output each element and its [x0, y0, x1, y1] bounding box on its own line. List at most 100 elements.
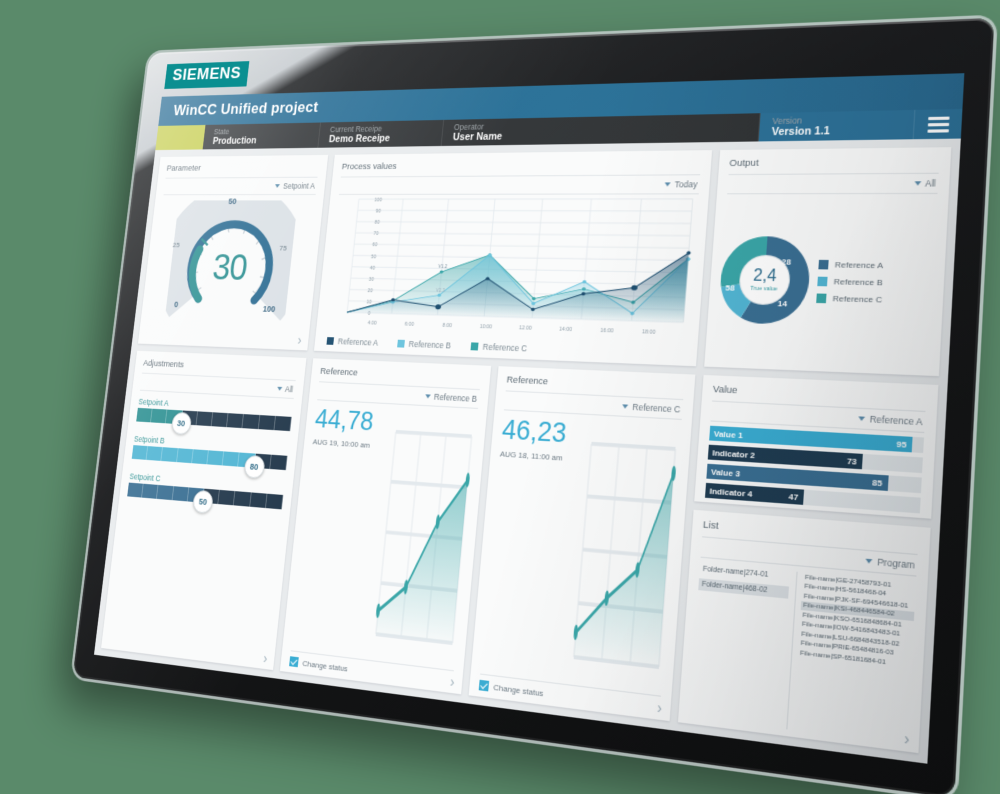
hamburger-bar — [927, 129, 948, 133]
value-bar-number: 85 — [872, 477, 883, 488]
donut-legend: Reference A Reference B Reference C — [816, 259, 884, 304]
right-column: Value Reference A 95 Value 1 — [678, 375, 938, 753]
slider-value: 50 — [198, 497, 207, 507]
svg-text:0: 0 — [367, 311, 370, 317]
donut-value: 2,4 — [753, 268, 777, 285]
value-bar-number: 47 — [788, 491, 798, 501]
svg-text:70: 70 — [373, 231, 379, 237]
legend-label: Reference A — [835, 260, 884, 270]
legend-item-reference-c: Reference C — [470, 341, 527, 353]
value-bar-label: Value 3 — [711, 467, 741, 479]
status-version-value: Version 1.1 — [771, 123, 913, 139]
chevron-right-icon[interactable]: › — [450, 674, 456, 689]
device-bezel: SIEMENS SIMATIC HMI WinCC Unified projec… — [73, 18, 995, 794]
gauge-value: 30 — [163, 200, 298, 338]
reference-b-dropdown-label: Reference B — [434, 392, 478, 404]
legend-swatch — [818, 259, 828, 269]
adjustments-dropdown-label: All — [285, 384, 294, 394]
reference-c-readout: 46,23 AUG 18, 11:00 am — [481, 416, 584, 679]
reference-c-dropdown-label: Reference C — [632, 402, 681, 415]
donut-slice-label-a: 58 — [725, 283, 735, 292]
svg-text:14:00: 14:00 — [559, 327, 572, 334]
hmi-device: SIEMENS SIMATIC HMI WinCC Unified projec… — [73, 18, 995, 794]
checkbox-label: Change status — [493, 682, 544, 698]
slider-setpoint-b[interactable]: Setpoint B 80 — [132, 434, 289, 470]
gauge-tick-100: 100 — [262, 304, 275, 314]
donut-container: 2,4 True value 58 14 28 Reference — [715, 194, 938, 369]
value-bar-number: 73 — [847, 456, 858, 466]
svg-text:20: 20 — [367, 288, 373, 294]
page-title: WinCC Unified project — [173, 98, 319, 119]
status-operator: Operator User Name — [442, 113, 761, 146]
card-reference-b: Reference Reference B 44,78 AUG 19, 10:0… — [280, 358, 491, 694]
list-dropdown-label: Program — [877, 556, 915, 570]
svg-text:10:00: 10:00 — [479, 324, 492, 331]
svg-text:90: 90 — [375, 209, 381, 215]
reference-c-value: 46,23 — [501, 416, 584, 448]
process-values-dropdown-label: Today — [674, 179, 697, 189]
legend-swatch — [816, 293, 826, 303]
donut-legend-item-b: Reference B — [817, 276, 883, 287]
slider-setpoint-a[interactable]: Setpoint A 30 — [136, 397, 293, 431]
hamburger-icon[interactable] — [914, 109, 963, 139]
status-state: State Production — [203, 123, 321, 150]
svg-text:60: 60 — [372, 243, 378, 249]
checkbox-label: Change status — [302, 658, 348, 673]
process-values-dropdown[interactable]: Today — [339, 175, 700, 195]
svg-text:16:00: 16:00 — [600, 328, 614, 335]
chevron-down-icon — [425, 394, 431, 398]
card-value: Value Reference A 95 Value 1 — [694, 375, 938, 519]
parameter-dropdown-label: Setpoint A — [283, 181, 316, 190]
gauge-tick-75: 75 — [279, 244, 287, 252]
svg-text:18:00: 18:00 — [642, 329, 656, 336]
status-recipe-value: Demo Receipe — [328, 132, 442, 146]
slider-knob[interactable]: 80 — [243, 455, 265, 479]
output-title: Output — [729, 156, 940, 175]
dashboard-grid: Parameter Setpoint A — [94, 139, 961, 764]
legend-swatch — [397, 340, 405, 348]
hamburger-bar — [928, 116, 949, 120]
reference-c-sparkline — [568, 421, 681, 691]
chevron-right-icon[interactable]: › — [904, 730, 910, 747]
chevron-right-icon[interactable]: › — [263, 651, 268, 665]
chevron-right-icon[interactable]: › — [297, 333, 302, 346]
parameter-dropdown[interactable]: Setpoint A — [163, 178, 317, 196]
accent-chip — [155, 125, 205, 150]
status-version: Version Version 1.1 — [759, 110, 916, 142]
chevron-down-icon — [866, 559, 873, 564]
parameter-title: Parameter — [165, 162, 319, 178]
reference-c-body: 46,23 AUG 18, 11:00 am — [481, 410, 682, 691]
checkbox-icon[interactable] — [289, 656, 299, 667]
svg-text:30: 30 — [368, 277, 374, 283]
donut-chart[interactable]: 2,4 True value 58 14 28 — [718, 236, 812, 325]
card-adjustments: Adjustments All Setpoint A — [101, 351, 306, 670]
donut-slice-label-c: 28 — [781, 257, 791, 267]
gauge[interactable]: 30 0 25 50 75 100 — [163, 200, 298, 338]
donut-sublabel: True value — [750, 285, 777, 292]
card-reference-c: Reference Reference C 46,23 AUG 18, 11:0… — [469, 366, 696, 721]
chevron-right-icon[interactable]: › — [657, 700, 663, 716]
slider-value: 30 — [177, 419, 186, 429]
legend-label: Reference C — [482, 342, 527, 354]
slider-knob[interactable]: 50 — [192, 490, 214, 514]
svg-text:4:00: 4:00 — [367, 321, 377, 327]
value-bar-number: 95 — [896, 439, 907, 450]
legend-swatch — [326, 337, 334, 345]
output-dropdown[interactable]: All — [727, 174, 938, 195]
chevron-down-icon — [914, 181, 921, 185]
legend-item-reference-b: Reference B — [397, 339, 452, 351]
slider-setpoint-c[interactable]: Setpoint C 50 — [127, 472, 284, 510]
donut-legend-item-c: Reference C — [816, 293, 882, 304]
legend-label: Reference B — [408, 339, 451, 350]
gauge-tick-25: 25 — [172, 241, 180, 249]
value-bar-label: Value 1 — [713, 429, 743, 440]
checkbox-icon[interactable] — [479, 680, 489, 692]
value-dropdown-label: Reference A — [869, 414, 923, 428]
sparkline-svg — [370, 410, 477, 666]
slider-knob[interactable]: 30 — [170, 412, 191, 435]
